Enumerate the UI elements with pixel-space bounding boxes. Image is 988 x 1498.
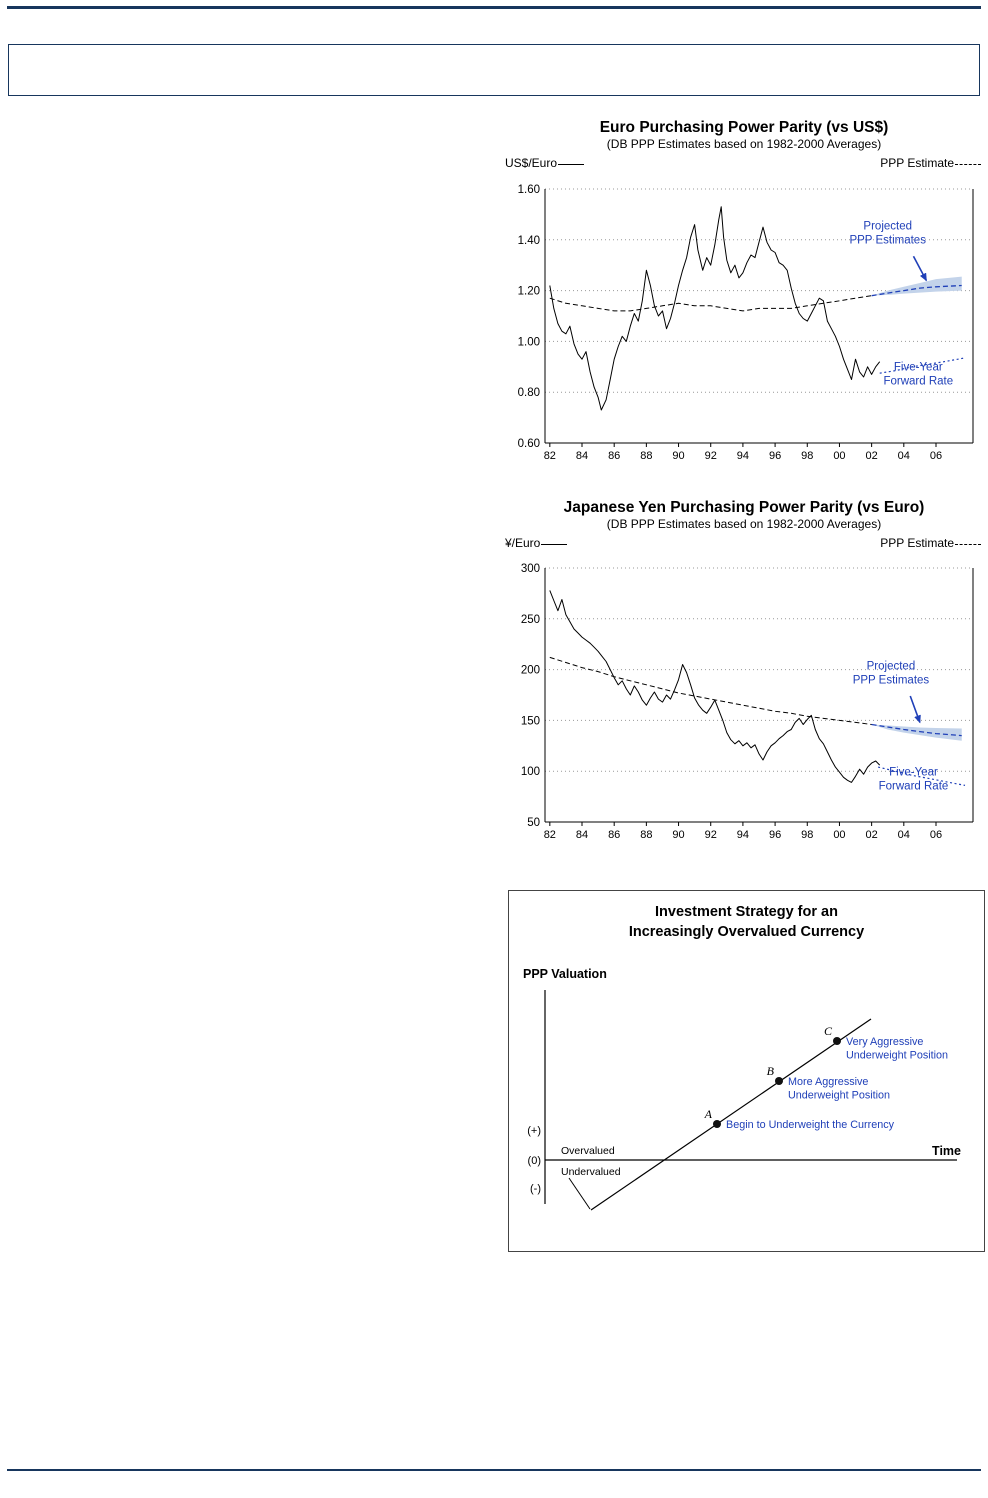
svg-text:94: 94	[737, 829, 749, 841]
svg-text:Undervalued: Undervalued	[561, 1166, 621, 1178]
svg-text:06: 06	[930, 829, 942, 841]
svg-text:1.40: 1.40	[518, 235, 540, 247]
svg-text:More Aggressive: More Aggressive	[788, 1076, 868, 1088]
svg-text:86: 86	[608, 829, 620, 841]
left-axis-legend: US$/Euro	[505, 156, 585, 170]
svg-text:Forward Rate: Forward Rate	[879, 780, 949, 792]
euro-ppp-plot-area: 0.60 0.80 1.00 1.20 1.40 1.60 82 84 86 88 90 92 94 96…	[518, 184, 974, 462]
svg-text:90: 90	[672, 829, 684, 841]
svg-text:Five-Year: Five-Year	[889, 766, 938, 778]
svg-text:Underweight Position: Underweight Position	[846, 1050, 948, 1062]
dashed-line-legend-swatch	[955, 544, 981, 545]
svg-text:200: 200	[521, 665, 540, 677]
svg-text:90: 90	[672, 450, 684, 462]
svg-text:04: 04	[898, 829, 910, 841]
svg-text:Five-Year: Five-Year	[894, 362, 943, 374]
svg-text:150: 150	[521, 715, 540, 727]
chart-title: Japanese Yen Purchasing Power Parity (vs…	[563, 499, 925, 516]
svg-text:94: 94	[737, 450, 749, 462]
diagram-title-line-2: Increasingly Overvalued Currency	[628, 924, 865, 940]
svg-text:02: 02	[866, 450, 878, 462]
svg-text:98: 98	[801, 829, 813, 841]
header-box	[8, 44, 980, 96]
investment-strategy-diagram: Investment Strategy for an Increasingly …	[508, 890, 985, 1252]
svg-text:50: 50	[527, 817, 540, 829]
y-axis-unit-label: US$/Euro	[505, 156, 558, 170]
svg-text:82: 82	[544, 829, 556, 841]
dashed-line-legend-swatch	[955, 164, 981, 165]
svg-text:00: 00	[833, 450, 845, 462]
svg-text:C: C	[824, 1024, 833, 1038]
svg-text:84: 84	[576, 829, 588, 841]
svg-text:Time: Time	[932, 1144, 961, 1158]
svg-text:300: 300	[521, 563, 540, 575]
svg-text:Forward Rate: Forward Rate	[883, 376, 953, 388]
svg-text:Projected: Projected	[863, 221, 912, 233]
svg-text:PPP Estimates: PPP Estimates	[853, 675, 930, 687]
svg-text:(+): (+)	[527, 1125, 541, 1137]
svg-text:98: 98	[801, 450, 813, 462]
svg-text:1.60: 1.60	[518, 184, 540, 196]
svg-text:88: 88	[640, 450, 652, 462]
svg-text:Overvalued: Overvalued	[561, 1145, 615, 1157]
svg-text:06: 06	[930, 450, 942, 462]
ppp-estimate-legend-label: PPP Estimate	[880, 536, 954, 550]
chart-legend-row: US$/Euro PPP Estimate	[505, 152, 983, 170]
bottom-rule	[7, 1469, 981, 1471]
svg-text:96: 96	[769, 829, 781, 841]
ppp-estimate-legend: PPP Estimate	[880, 536, 981, 550]
svg-text:Begin to Underweight the Curre: Begin to Underweight the Currency	[726, 1119, 895, 1131]
svg-text:B: B	[767, 1064, 775, 1078]
svg-text:PPP Valuation: PPP Valuation	[523, 967, 607, 981]
ppp-estimate-legend: PPP Estimate	[880, 156, 981, 170]
svg-text:250: 250	[521, 614, 540, 626]
solid-line-legend-swatch	[558, 164, 585, 165]
chart-subtitle: (DB PPP Estimates based on 1982-2000 Ave…	[606, 137, 882, 151]
svg-text:Underweight Position: Underweight Position	[788, 1090, 890, 1102]
left-axis-legend: ¥/Euro	[505, 536, 568, 550]
svg-text:04: 04	[898, 450, 910, 462]
svg-text:92: 92	[705, 829, 717, 841]
strategy-diagram-canvas: PPP Valuation Time (+) (0) (-) Overvalued Unde…	[523, 967, 961, 1211]
svg-text:92: 92	[705, 450, 717, 462]
svg-text:100: 100	[521, 766, 540, 778]
svg-text:PPP Estimates: PPP Estimates	[849, 235, 926, 247]
svg-text:84: 84	[576, 450, 588, 462]
svg-text:Projected: Projected	[867, 661, 916, 673]
yen-ppp-chart: Japanese Yen Purchasing Power Parity (vs…	[505, 498, 983, 846]
chart-subtitle: (DB PPP Estimates based on 1982-2000 Ave…	[606, 517, 882, 531]
chart-title: Euro Purchasing Power Parity (vs US$)	[599, 119, 889, 136]
solid-line-legend-swatch	[541, 544, 568, 545]
svg-text:00: 00	[833, 829, 845, 841]
svg-text:A: A	[704, 1107, 713, 1121]
svg-text:86: 86	[608, 450, 620, 462]
svg-text:02: 02	[866, 829, 878, 841]
y-axis-unit-label: ¥/Euro	[505, 536, 541, 550]
chart-legend-row: ¥/Euro PPP Estimate	[505, 532, 983, 550]
svg-text:96: 96	[769, 450, 781, 462]
svg-text:(-): (-)	[530, 1183, 541, 1195]
svg-text:82: 82	[544, 450, 556, 462]
svg-text:0.80: 0.80	[518, 387, 540, 399]
top-rule	[7, 6, 981, 9]
svg-text:(0): (0)	[528, 1155, 541, 1167]
svg-text:1.00: 1.00	[518, 336, 540, 348]
diagram-title-line-1: Investment Strategy for an	[655, 904, 838, 920]
ppp-estimate-legend-label: PPP Estimate	[880, 156, 954, 170]
svg-text:Very Aggressive: Very Aggressive	[846, 1036, 923, 1048]
svg-text:88: 88	[640, 829, 652, 841]
euro-ppp-chart: Euro Purchasing Power Parity (vs US$) (D…	[505, 118, 983, 467]
yen-ppp-plot-area: 50 100 150 200 250 300 82 84 86 88 90 92 94 96 98 00 02 0…	[521, 563, 974, 841]
svg-text:0.60: 0.60	[518, 438, 540, 450]
svg-text:1.20: 1.20	[518, 286, 540, 298]
